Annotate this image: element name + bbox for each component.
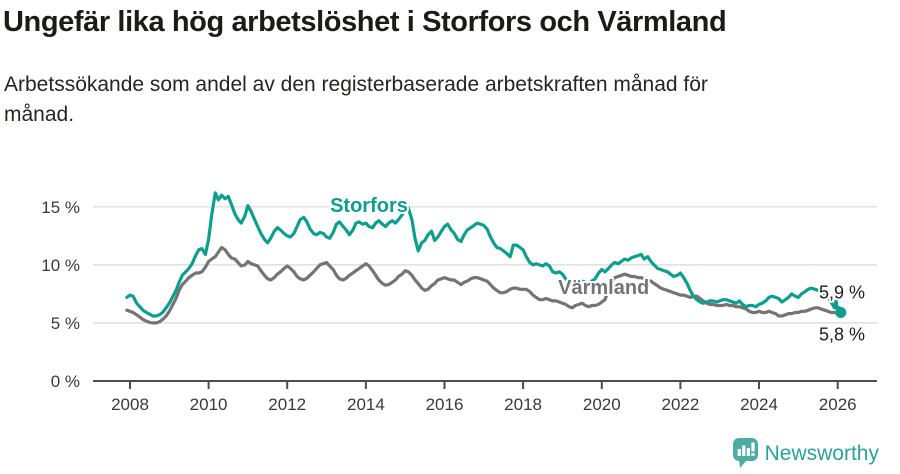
x-tick-label-2022: 2022 [661,395,699,414]
x-tick-label-2012: 2012 [268,395,306,414]
end-value-label-storfors: 5,9 % [819,283,865,303]
x-tick-label-2018: 2018 [504,395,542,414]
x-tick-label-2008: 2008 [111,395,149,414]
end-dot-storfors [835,307,847,318]
subtitle-line-1: Arbetssökande som andel av den registerb… [4,73,708,96]
y-tick-label-5pct: 5 % [51,314,80,333]
series-label-värmland: Värmland [558,277,649,299]
newsworthy-logo-icon [732,438,758,468]
x-tick-label-2026: 2026 [819,395,857,414]
unemployment-line-chart: 2008 2010 2012 2014 2016 2018 2020 2022 2024 2026… [41,191,877,414]
page-subtitle: Arbetssökande som andel av den registerb… [4,70,708,130]
x-tick-label-2020: 2020 [583,395,621,414]
y-tick-label-0pct: 0 % [51,372,80,391]
series-label-storfors: Storfors [330,195,408,217]
newsworthy-wordmark: Newsworthy [764,441,879,465]
y-tick-label-15pct: 15 % [41,198,80,217]
y-tick-label-10pct: 10 % [41,256,80,275]
page-title: Ungefär lika hög arbetslöshet i Storfors… [3,6,727,38]
x-tick-label-2014: 2014 [347,395,385,414]
subtitle-line-2: månad. [4,103,75,126]
x-tick-label-2016: 2016 [426,395,464,414]
series-line-storfors [125,191,843,318]
end-value-label-värmland: 5,8 % [819,325,865,345]
x-tick-label-2010: 2010 [190,395,228,414]
newsworthy-branding: Newsworthy [732,438,879,469]
x-tick-label-2024: 2024 [740,395,778,414]
series-line-värmland [125,245,843,325]
